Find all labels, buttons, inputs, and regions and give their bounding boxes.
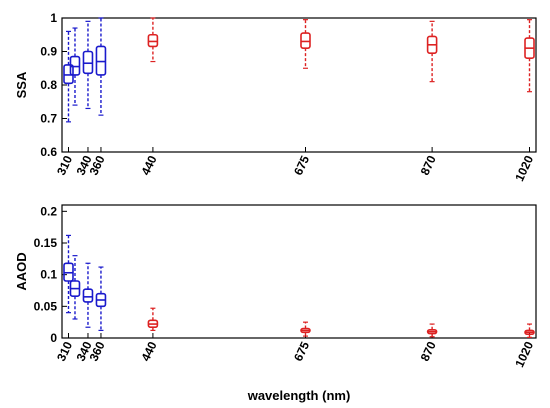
box-310	[63, 30, 74, 123]
x-tick-label: 360	[87, 339, 108, 363]
y-tick-label: 1	[50, 11, 57, 25]
y-tick-label: 0.6	[40, 145, 57, 159]
y-tick-label: 0.2	[40, 204, 57, 218]
box-440	[147, 17, 159, 63]
y-tick-label: 0	[50, 331, 57, 345]
x-tick-label: 870	[418, 153, 439, 177]
box-iqr	[95, 45, 107, 76]
box-310	[63, 234, 74, 314]
x-axis-label: wavelength (nm)	[247, 388, 351, 403]
box-320	[69, 255, 81, 320]
x-tick-label: 310	[54, 339, 75, 363]
x-tick-label: 440	[138, 339, 159, 363]
box-320	[69, 27, 81, 106]
box-675	[300, 321, 311, 337]
x-tick-label: 360	[87, 153, 108, 177]
x-tick-label: 675	[291, 339, 312, 363]
box-440	[147, 307, 159, 331]
box-iqr	[82, 288, 94, 303]
box-360	[95, 266, 107, 331]
y-axis-label: SSA	[14, 71, 29, 98]
plot-frame	[61, 204, 537, 339]
box-340	[82, 20, 94, 110]
y-tick-label: 0.7	[40, 112, 57, 126]
x-tick-label: 1020	[512, 153, 536, 183]
box-iqr	[69, 55, 81, 76]
x-tick-label: 1020	[512, 339, 536, 369]
y-tick-label: 0.1	[40, 268, 57, 282]
box-360	[95, 17, 107, 116]
box-1020	[524, 323, 535, 338]
x-tick-label: 310	[54, 153, 75, 177]
y-tick-label: 0.8	[40, 78, 57, 92]
box-iqr	[63, 64, 74, 85]
box-iqr	[82, 50, 94, 75]
plot-frame	[61, 17, 537, 153]
box-340	[82, 262, 94, 328]
y-tick-label: 0.9	[40, 45, 57, 59]
y-axis-label: AAOD	[14, 252, 29, 290]
x-tick-label: 870	[418, 339, 439, 363]
box-870	[426, 20, 438, 83]
x-tick-label: 675	[291, 153, 312, 177]
x-tick-label: 440	[138, 153, 159, 177]
box-1020	[524, 19, 535, 93]
box-iqr	[300, 32, 311, 49]
y-tick-label: 0.05	[34, 299, 58, 313]
box-iqr	[147, 33, 159, 48]
y-tick-label: 0.15	[34, 236, 58, 250]
box-675	[300, 19, 311, 69]
box-870	[426, 323, 438, 338]
